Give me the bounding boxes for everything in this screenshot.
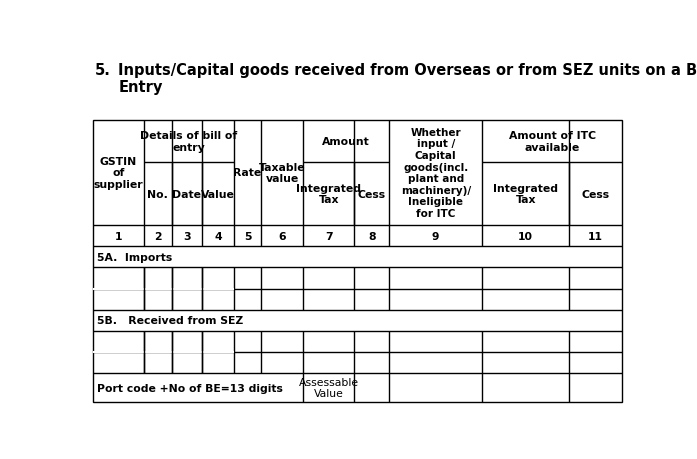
Text: 3: 3 — [183, 231, 191, 241]
Bar — [93, 120, 622, 403]
Text: Details of bill of
entry: Details of bill of entry — [140, 131, 238, 152]
Text: 4: 4 — [214, 231, 222, 241]
Text: 6: 6 — [278, 231, 286, 241]
Text: Rate: Rate — [233, 168, 261, 178]
Text: Inputs/Capital goods received from Overseas or from SEZ units on a Bill of
Entry: Inputs/Capital goods received from Overs… — [118, 63, 697, 95]
Text: Whether
input /
Capital
goods(incl.
plant and
machinery)/
Ineligible
for ITC: Whether input / Capital goods(incl. plan… — [401, 128, 470, 218]
Text: GSTIN
of
supplier: GSTIN of supplier — [93, 157, 143, 190]
Text: Value: Value — [201, 189, 235, 199]
Text: 5.: 5. — [95, 63, 111, 78]
Text: Amount of ITC
available: Amount of ITC available — [509, 131, 596, 152]
Text: 8: 8 — [368, 231, 376, 241]
Text: 11: 11 — [588, 231, 603, 241]
Text: 5A.  Imports: 5A. Imports — [97, 252, 172, 263]
Text: 10: 10 — [518, 231, 533, 241]
Text: Cess: Cess — [358, 189, 385, 199]
Text: 5B.   Received from SEZ: 5B. Received from SEZ — [97, 316, 243, 325]
Text: 9: 9 — [432, 231, 440, 241]
Text: Port code +No of BE=13 digits: Port code +No of BE=13 digits — [97, 383, 282, 393]
Text: 5: 5 — [244, 231, 251, 241]
Text: Cess: Cess — [581, 189, 609, 199]
Text: Date: Date — [172, 189, 201, 199]
Text: Integrated
Tax: Integrated Tax — [493, 184, 558, 205]
Text: 1: 1 — [114, 231, 122, 241]
Text: 2: 2 — [154, 231, 162, 241]
Text: Amount: Amount — [322, 136, 370, 146]
Text: Integrated
Tax: Integrated Tax — [296, 184, 361, 205]
Text: Taxable
value: Taxable value — [259, 162, 305, 184]
Text: 7: 7 — [325, 231, 332, 241]
Text: No.: No. — [148, 189, 168, 199]
Text: Assessable
Value: Assessable Value — [299, 377, 359, 398]
